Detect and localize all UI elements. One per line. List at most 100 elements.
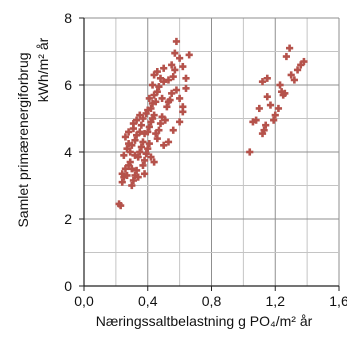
data-point bbox=[121, 133, 130, 141]
data-point bbox=[139, 138, 147, 146]
data-point bbox=[150, 111, 158, 119]
data-point bbox=[142, 150, 150, 158]
data-point bbox=[270, 116, 278, 124]
data-point bbox=[246, 148, 254, 156]
data-point bbox=[131, 136, 139, 144]
data-point bbox=[161, 116, 169, 124]
data-point bbox=[153, 135, 161, 143]
data-point bbox=[148, 81, 157, 89]
x-tick-label: 1,6 bbox=[329, 293, 347, 309]
y-tick-label: 4 bbox=[64, 144, 72, 160]
data-point bbox=[179, 103, 187, 111]
data-point bbox=[128, 165, 136, 173]
data-point bbox=[179, 62, 187, 71]
axis-labels: Næringssaltbelastning g PO₄/m² år Samlet… bbox=[15, 37, 313, 329]
data-point bbox=[266, 101, 275, 109]
data-point bbox=[144, 128, 152, 136]
data-point bbox=[300, 57, 308, 66]
data-point bbox=[139, 114, 147, 123]
y-axis-label-line-2: kWh/m² år bbox=[35, 37, 51, 102]
data-point bbox=[164, 138, 173, 146]
data-point bbox=[182, 84, 190, 92]
data-point bbox=[118, 170, 126, 178]
data-point bbox=[176, 54, 184, 62]
data-point bbox=[258, 78, 267, 86]
data-point bbox=[255, 104, 263, 113]
data-point bbox=[281, 89, 289, 97]
data-point bbox=[139, 161, 147, 169]
grid bbox=[83, 17, 340, 287]
x-tick-label: 0,0 bbox=[74, 293, 94, 309]
data-points bbox=[115, 37, 308, 210]
data-point bbox=[271, 111, 279, 119]
data-point bbox=[262, 121, 270, 129]
data-point bbox=[263, 74, 271, 82]
data-point bbox=[153, 68, 161, 76]
data-point bbox=[155, 126, 163, 134]
x-tick-label: 0,4 bbox=[138, 293, 158, 309]
data-point bbox=[176, 94, 184, 102]
y-axis-label-line-1: Samlet primærenergiforbrug bbox=[15, 52, 31, 227]
data-point bbox=[260, 126, 268, 134]
data-point bbox=[285, 44, 294, 52]
data-point bbox=[125, 140, 133, 148]
data-point bbox=[147, 104, 155, 113]
data-point bbox=[182, 74, 190, 82]
y-tick-label: 2 bbox=[64, 211, 72, 227]
data-point bbox=[136, 128, 144, 136]
data-point bbox=[137, 121, 145, 129]
data-point bbox=[163, 103, 171, 111]
data-point bbox=[120, 151, 128, 159]
data-point bbox=[160, 64, 168, 72]
data-point bbox=[156, 74, 165, 82]
data-point bbox=[115, 200, 123, 208]
data-point bbox=[134, 173, 142, 181]
data-point bbox=[128, 181, 136, 190]
axes bbox=[79, 17, 340, 291]
data-point bbox=[147, 153, 155, 161]
data-point bbox=[287, 71, 295, 79]
data-point bbox=[123, 171, 131, 180]
data-point bbox=[156, 119, 165, 128]
data-point bbox=[158, 94, 166, 102]
data-point bbox=[276, 81, 284, 89]
y-tick-label: 8 bbox=[64, 10, 72, 26]
data-point bbox=[153, 88, 161, 96]
data-point bbox=[140, 156, 149, 164]
x-tick-label: 0,8 bbox=[202, 293, 222, 309]
data-point bbox=[129, 176, 138, 185]
data-point bbox=[126, 158, 134, 166]
data-point bbox=[172, 37, 181, 46]
data-point bbox=[152, 98, 160, 106]
data-point bbox=[176, 118, 184, 126]
data-point bbox=[145, 140, 153, 148]
data-point bbox=[168, 89, 176, 97]
data-point bbox=[125, 128, 133, 136]
data-point bbox=[136, 148, 144, 156]
data-point bbox=[131, 151, 139, 159]
y-tick-label: 6 bbox=[64, 77, 72, 93]
data-point bbox=[164, 76, 173, 84]
data-point bbox=[140, 170, 149, 178]
data-point bbox=[252, 116, 260, 124]
data-point bbox=[144, 145, 152, 153]
data-point bbox=[126, 148, 134, 156]
x-axis-label: Næringssaltbelastning g PO₄/m² år bbox=[96, 313, 313, 329]
data-point bbox=[155, 83, 163, 91]
data-point bbox=[282, 52, 291, 61]
data-point bbox=[171, 66, 179, 74]
data-point bbox=[263, 93, 271, 101]
data-point bbox=[150, 158, 158, 166]
data-point bbox=[118, 178, 126, 186]
data-point bbox=[293, 66, 302, 74]
data-point bbox=[290, 76, 298, 84]
data-point bbox=[166, 96, 174, 104]
data-point bbox=[137, 143, 145, 151]
data-point bbox=[274, 104, 283, 113]
y-tick-label: 0 bbox=[64, 278, 72, 294]
data-point bbox=[145, 123, 153, 131]
data-point bbox=[172, 86, 181, 94]
data-point bbox=[171, 49, 179, 57]
data-point bbox=[129, 119, 138, 128]
